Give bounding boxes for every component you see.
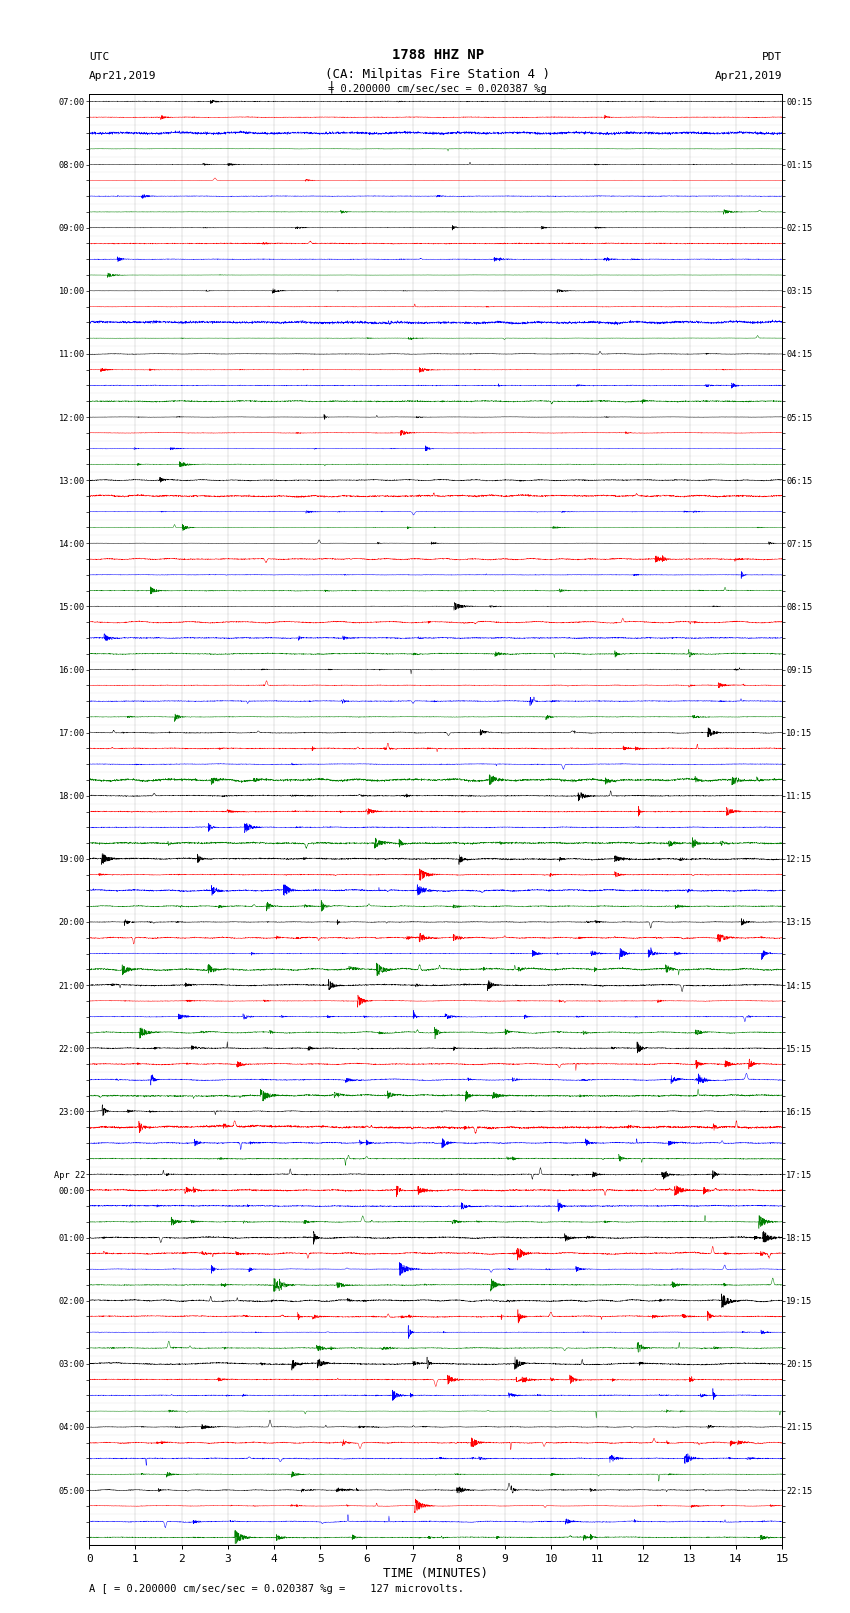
Text: UTC: UTC xyxy=(89,52,110,63)
Text: (CA: Milpitas Fire Station 4 ): (CA: Milpitas Fire Station 4 ) xyxy=(326,68,550,81)
Text: PDT: PDT xyxy=(762,52,782,63)
Text: Apr21,2019: Apr21,2019 xyxy=(715,71,782,81)
X-axis label: TIME (MINUTES): TIME (MINUTES) xyxy=(383,1568,488,1581)
Text: 1788 HHZ NP: 1788 HHZ NP xyxy=(392,48,484,63)
Text: A [ = 0.200000 cm/sec/sec = 0.020387 %g =    127 microvolts.: A [ = 0.200000 cm/sec/sec = 0.020387 %g … xyxy=(89,1584,464,1594)
Text: = 0.200000 cm/sec/sec = 0.020387 %g: = 0.200000 cm/sec/sec = 0.020387 %g xyxy=(328,84,547,94)
Text: Apr21,2019: Apr21,2019 xyxy=(89,71,156,81)
Text: |: | xyxy=(328,81,335,94)
